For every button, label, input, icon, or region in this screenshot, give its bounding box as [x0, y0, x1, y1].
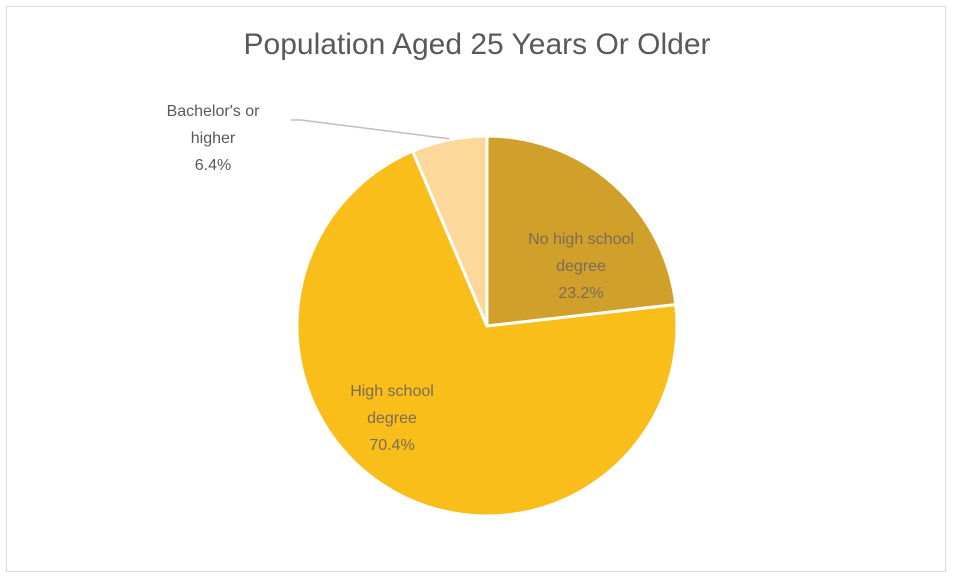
pie-slice	[295, 149, 679, 518]
pie-slice	[411, 134, 489, 328]
pie-slices	[295, 134, 679, 518]
slice-labels: No high school degree 23.2% High school degr…	[167, 103, 634, 454]
leader-lines	[291, 119, 450, 140]
slice-label: High school degree 70.4%	[350, 383, 434, 454]
leader-line	[291, 119, 450, 140]
chart-title: Population Aged 25 Years Or Older	[243, 28, 711, 61]
slice-label: No high school degree 23.2%	[528, 231, 634, 302]
pie-slice	[485, 134, 678, 328]
slice-label: Bachelor's or higher 6.4%	[167, 103, 261, 174]
